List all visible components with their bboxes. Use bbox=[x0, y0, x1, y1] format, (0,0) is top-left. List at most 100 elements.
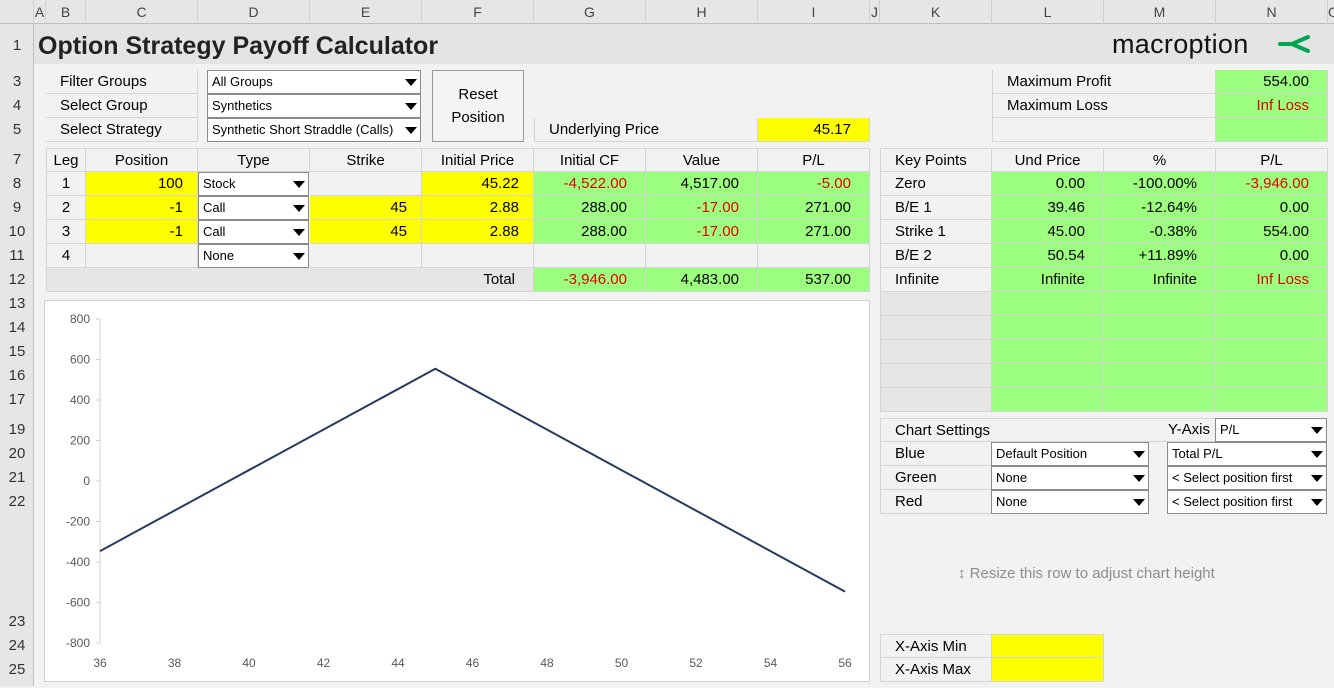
row-header[interactable]: 11 bbox=[9, 247, 25, 264]
green-position-dropdown[interactable]: None bbox=[991, 466, 1149, 490]
row-header[interactable]: 16 bbox=[8, 367, 26, 384]
row-header[interactable]: 5 bbox=[12, 121, 22, 138]
blue-series-dropdown[interactable]: Total P/L bbox=[1167, 442, 1327, 466]
row-header[interactable]: 17 bbox=[8, 391, 26, 408]
row-header[interactable]: 10 bbox=[8, 223, 26, 240]
xaxis-min-input[interactable] bbox=[992, 634, 1104, 658]
key-point-pct: -12.64% bbox=[1104, 196, 1216, 220]
row-header[interactable]: 1 bbox=[12, 37, 22, 54]
row-header[interactable]: 8 bbox=[12, 175, 22, 192]
total-pl: 537.00 bbox=[758, 268, 870, 292]
leg-type-dropdown[interactable]: Stock bbox=[198, 172, 309, 196]
row-header[interactable]: 14 bbox=[8, 319, 26, 336]
select-strategy-dropdown[interactable]: Synthetic Short Straddle (Calls) bbox=[207, 118, 421, 142]
underlying-price-input[interactable]: 45.17 bbox=[758, 118, 870, 142]
chevron-down-icon[interactable] bbox=[400, 119, 420, 141]
legs-header-pl: P/L bbox=[758, 148, 870, 172]
chevron-down-icon[interactable] bbox=[1128, 467, 1148, 489]
col-header-i[interactable]: I bbox=[758, 0, 870, 24]
col-header-h[interactable]: H bbox=[646, 0, 758, 24]
col-header-o[interactable]: O bbox=[1328, 4, 1334, 20]
row-header[interactable]: 3 bbox=[12, 73, 22, 90]
row-header[interactable]: 23 bbox=[8, 613, 26, 630]
col-header-f[interactable]: F bbox=[422, 0, 534, 24]
reset-position-button[interactable]: Reset Position bbox=[432, 70, 524, 142]
chevron-down-icon[interactable] bbox=[288, 197, 308, 219]
col-header-a[interactable]: A bbox=[34, 0, 46, 24]
blue-position-dropdown[interactable]: Default Position bbox=[991, 442, 1149, 466]
filter-groups-dropdown[interactable]: All Groups bbox=[207, 70, 421, 94]
row-header[interactable]: 9 bbox=[12, 199, 22, 216]
col-header-k[interactable]: K bbox=[880, 0, 992, 24]
chevron-down-icon[interactable] bbox=[1128, 443, 1148, 465]
row-header[interactable]: 25 bbox=[8, 661, 26, 678]
col-header-c[interactable]: C bbox=[86, 0, 198, 24]
col-header-g[interactable]: G bbox=[534, 0, 646, 24]
total-value: 4,483.00 bbox=[646, 268, 758, 292]
leg-position-input[interactable]: -1 bbox=[86, 196, 198, 220]
chevron-down-icon[interactable] bbox=[288, 221, 308, 243]
yaxis-dropdown[interactable]: P/L bbox=[1215, 418, 1327, 442]
row-header[interactable]: 21 bbox=[8, 469, 26, 486]
row-header[interactable]: 4 bbox=[12, 97, 22, 114]
leg-position-input[interactable] bbox=[86, 244, 198, 268]
chevron-down-icon[interactable] bbox=[400, 71, 420, 93]
chevron-down-icon[interactable] bbox=[1306, 443, 1326, 465]
leg-initial-cf: 288.00 bbox=[534, 220, 646, 244]
leg-strike-input[interactable]: 45 bbox=[310, 196, 422, 220]
leg-strike-input[interactable]: 45 bbox=[310, 220, 422, 244]
chevron-down-icon[interactable] bbox=[288, 173, 308, 195]
leg-price-input[interactable]: 2.88 bbox=[422, 196, 534, 220]
xaxis-min-label: X-Axis Min bbox=[880, 634, 992, 658]
yaxis-label: Y-Axis bbox=[1168, 421, 1210, 438]
legs-header-leg: Leg bbox=[46, 148, 86, 172]
col-header-e[interactable]: E bbox=[310, 0, 422, 24]
payoff-chart[interactable]: 800 600 400 200 0 -200 -400 -600 -800 36 38 40 42 44… bbox=[44, 300, 870, 682]
col-header-b[interactable]: B bbox=[46, 0, 86, 24]
row-header[interactable]: 13 bbox=[8, 295, 26, 312]
row-header[interactable]: 22 bbox=[8, 493, 26, 510]
leg-position-input[interactable]: 100 bbox=[86, 172, 198, 196]
row-header[interactable]: 15 bbox=[8, 343, 26, 360]
row-header[interactable]: 12 bbox=[8, 271, 26, 288]
chevron-down-icon[interactable] bbox=[400, 95, 420, 117]
xaxis-max-input[interactable] bbox=[992, 658, 1104, 682]
leg-strike-input[interactable] bbox=[310, 172, 422, 196]
leg-type-dropdown[interactable]: None bbox=[198, 244, 309, 268]
chevron-down-icon[interactable] bbox=[1306, 491, 1326, 513]
leg-position-input[interactable]: -1 bbox=[86, 220, 198, 244]
col-header-l[interactable]: L bbox=[992, 0, 1104, 24]
select-group-dropdown[interactable]: Synthetics bbox=[207, 94, 421, 118]
key-point-pl: -3,946.00 bbox=[1216, 172, 1328, 196]
col-header-j[interactable]: J bbox=[870, 0, 880, 24]
leg-price-input[interactable]: 45.22 bbox=[422, 172, 534, 196]
column-header-bar: A B C D E F G H I J K L M N O bbox=[0, 0, 1334, 24]
x-tick-label: 50 bbox=[615, 656, 629, 670]
key-point-name: Zero bbox=[880, 172, 992, 196]
leg-type-dropdown[interactable]: Call bbox=[198, 220, 309, 244]
red-series-dropdown[interactable]: < Select position first bbox=[1167, 490, 1327, 514]
leg-strike-input[interactable] bbox=[310, 244, 422, 268]
leg-initial-cf bbox=[534, 244, 646, 268]
col-header-m[interactable]: M bbox=[1104, 0, 1216, 24]
col-header-n[interactable]: N bbox=[1216, 0, 1328, 24]
row-header[interactable]: 24 bbox=[8, 637, 26, 654]
col-header-d[interactable]: D bbox=[198, 0, 310, 24]
leg-price-input[interactable] bbox=[422, 244, 534, 268]
select-all-corner[interactable] bbox=[0, 0, 34, 24]
row-header[interactable]: 20 bbox=[8, 445, 26, 462]
leg-type-dropdown[interactable]: Call bbox=[198, 196, 309, 220]
green-series-dropdown[interactable]: < Select position first bbox=[1167, 466, 1327, 490]
chevron-down-icon[interactable] bbox=[1306, 467, 1326, 489]
logo-text: macroption bbox=[1112, 29, 1249, 59]
chevron-down-icon[interactable] bbox=[1306, 419, 1326, 441]
legs-header-strike: Strike bbox=[310, 148, 422, 172]
red-position-dropdown[interactable]: None bbox=[991, 490, 1149, 514]
row-header[interactable]: 19 bbox=[8, 421, 26, 438]
y-tick-label: -600 bbox=[66, 596, 90, 610]
chevron-down-icon[interactable] bbox=[288, 245, 308, 267]
chevron-down-icon[interactable] bbox=[1128, 491, 1148, 513]
legs-header-value: Value bbox=[646, 148, 758, 172]
leg-price-input[interactable]: 2.88 bbox=[422, 220, 534, 244]
row-header[interactable]: 7 bbox=[12, 151, 22, 168]
